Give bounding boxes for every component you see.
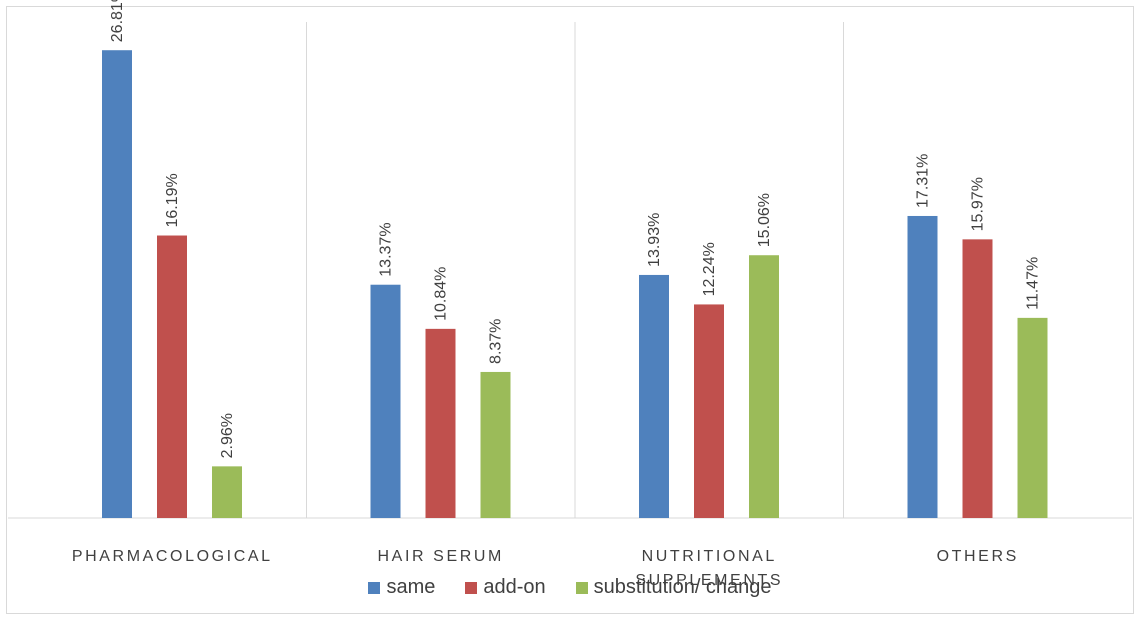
category-label: HAIR SERUM [378,548,504,565]
data-label: 17.31% [915,154,932,208]
bar-substitution-change [481,372,511,518]
bar-add-on [694,304,724,518]
bar-same [371,285,401,518]
data-label: 2.96% [219,413,236,458]
bar-substitution-change [212,466,242,518]
data-label: 8.37% [488,319,505,364]
category-label: PHARMACOLOGICAL [72,548,273,565]
legend-item-same: same [368,576,435,599]
data-label: 13.37% [378,222,395,276]
bar-add-on [963,239,993,518]
bar-substitution-change [1018,318,1048,518]
bar-same [908,216,938,518]
legend-label-add-on: add-on [483,576,545,599]
data-label: 15.97% [970,177,987,231]
data-label: 11.47% [1025,257,1042,310]
data-label: 12.24% [701,242,718,296]
legend-item-add-on: add-on [465,576,545,599]
data-label: 16.19% [164,173,181,227]
category-label: OTHERS [937,548,1019,565]
category-label: NUTRITIONAL [642,548,777,565]
data-label: 10.84% [433,267,450,321]
legend-swatch-add-on [465,582,477,594]
data-label: 13.93% [646,213,663,267]
bar-add-on [426,329,456,518]
legend-item-substitution: substitution/ change [576,576,772,599]
legend-label-substitution: substitution/ change [594,576,772,599]
legend: same add-on substitution/ change [0,576,1140,599]
bar-add-on [157,236,187,518]
legend-swatch-substitution [576,582,588,594]
bar-same [639,275,669,518]
bar-substitution-change [749,255,779,518]
legend-label-same: same [386,576,435,599]
data-label: 26.81% [109,0,126,42]
bar-same [102,50,132,518]
legend-swatch-same [368,582,380,594]
data-label: 15.06% [756,193,773,247]
